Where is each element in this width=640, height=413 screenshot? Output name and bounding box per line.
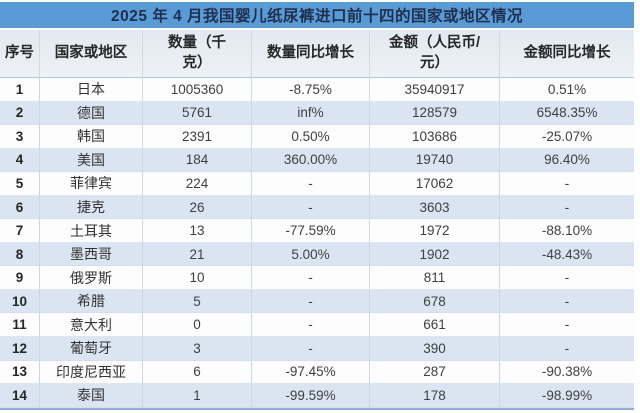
table-cell: - [500,337,634,361]
row-number-cell: 6 [0,195,40,220]
table-cell: -8.75% [252,78,370,102]
table-cell: 6 [143,360,252,385]
table-cell: 360.00% [252,148,370,173]
row-number-cell: 12 [0,337,40,361]
table-cell: -88.10% [500,219,634,243]
table-cell: - [252,266,370,290]
table-cell: 678 [370,289,500,314]
table-cell: 捷克 [40,195,143,220]
table-cell: 103686 [370,125,500,149]
table-cell: 泰国 [40,384,143,408]
table-cell: 俄罗斯 [40,266,143,290]
row-number-cell: 2 [0,101,40,126]
table-cell: -98.99% [500,384,634,408]
table-cell: 1005360 [143,78,252,102]
table-cell: 13 [143,219,252,243]
import-table: 序号 国家或地区 数量（千 克） 数量同比增长 金额（人民币/ 元） 金额同比增长 1 日本 1… [0,30,634,410]
row-number-cell: 8 [0,242,40,267]
column-header: 序号 [0,30,40,78]
table-cell: 5761 [143,101,252,126]
table-cell: 0.51% [500,78,634,102]
row-number-cell: 5 [0,172,40,196]
table-cell: 390 [370,337,500,361]
row-number-cell: 1 [0,78,40,102]
table-cell: 661 [370,313,500,338]
table-cell: - [252,313,370,338]
table-cell: inf% [252,101,370,126]
table-cell: -90.38% [500,360,634,385]
row-number-cell: 14 [0,384,40,408]
table-cell: 意大利 [40,313,143,338]
table-cell: 19740 [370,148,500,173]
row-number-cell: 13 [0,360,40,385]
table-cell: 日本 [40,78,143,102]
table-cell: -25.07% [500,125,634,149]
row-number-cell: 11 [0,313,40,338]
table-cell: 0.50% [252,125,370,149]
table-cell: 10 [143,266,252,290]
table-cell: 811 [370,266,500,290]
table-cell: - [252,337,370,361]
table-cell: -99.59% [252,384,370,408]
table-cell: 0 [143,313,252,338]
table-cell: 希腊 [40,289,143,314]
table-cell: 178 [370,384,500,408]
table-cell: - [500,172,634,196]
table-cell: 5 [143,289,252,314]
table-cell: - [500,289,634,314]
table-cell: 土耳其 [40,219,143,243]
table-cell: -77.59% [252,219,370,243]
table-cell: 5.00% [252,242,370,267]
row-number-cell: 9 [0,266,40,290]
table-cell: 美国 [40,148,143,173]
table-cell: 2391 [143,125,252,149]
table-cell: 3603 [370,195,500,220]
table-cell: 26 [143,195,252,220]
table-cell: 21 [143,242,252,267]
table-cell: 1902 [370,242,500,267]
table-cell: 印度尼西亚 [40,360,143,385]
table-cell: 128579 [370,101,500,126]
table-cell: - [252,172,370,196]
table-title: 2025 年 4 月我国婴儿纸尿裤进口前十四的国家或地区情况 [0,2,634,28]
column-header: 国家或地区 [40,30,143,78]
table-cell: 184 [143,148,252,173]
table-cell: -48.43% [500,242,634,267]
table-cell: - [500,195,634,220]
column-header: 金额（人民币/ 元） [370,30,500,78]
table-cell: -97.45% [252,360,370,385]
table-cell: - [500,313,634,338]
row-number-cell: 10 [0,289,40,314]
row-number-cell: 4 [0,148,40,173]
table-cell: 6548.35% [500,101,634,126]
table-cell: - [252,195,370,220]
table-cell: 菲律宾 [40,172,143,196]
table-cell: 17062 [370,172,500,196]
table-cell: 96.40% [500,148,634,173]
table-cell: 1972 [370,219,500,243]
table-cell: 葡萄牙 [40,337,143,361]
table-cell: 墨西哥 [40,242,143,267]
table-cell: 287 [370,360,500,385]
table-cell: - [252,289,370,314]
row-number-cell: 3 [0,125,40,149]
row-number-cell: 7 [0,219,40,243]
table-cell: 35940917 [370,78,500,102]
table-cell: 1 [143,384,252,408]
table-cell: - [500,266,634,290]
column-header: 金额同比增长 [500,30,634,78]
table-cell: 韩国 [40,125,143,149]
table-cell: 224 [143,172,252,196]
column-header: 数量同比增长 [252,30,370,78]
table-cell: 德国 [40,101,143,126]
table-cell: 3 [143,337,252,361]
column-header: 数量（千 克） [143,30,252,78]
